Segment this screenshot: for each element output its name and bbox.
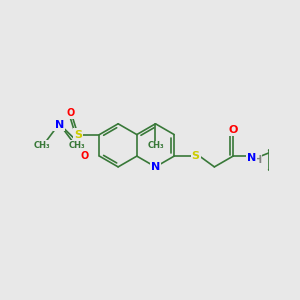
Text: S: S: [192, 151, 200, 161]
Text: S: S: [74, 130, 82, 140]
Text: CH₃: CH₃: [147, 142, 164, 151]
Text: CH₃: CH₃: [33, 141, 50, 150]
Text: N: N: [55, 120, 64, 130]
Text: CH₃: CH₃: [68, 141, 85, 150]
Text: N: N: [151, 162, 160, 172]
Text: O: O: [67, 108, 75, 118]
Text: O: O: [228, 125, 238, 135]
Text: N: N: [247, 153, 256, 163]
Text: H: H: [253, 155, 261, 165]
Text: O: O: [81, 152, 89, 161]
